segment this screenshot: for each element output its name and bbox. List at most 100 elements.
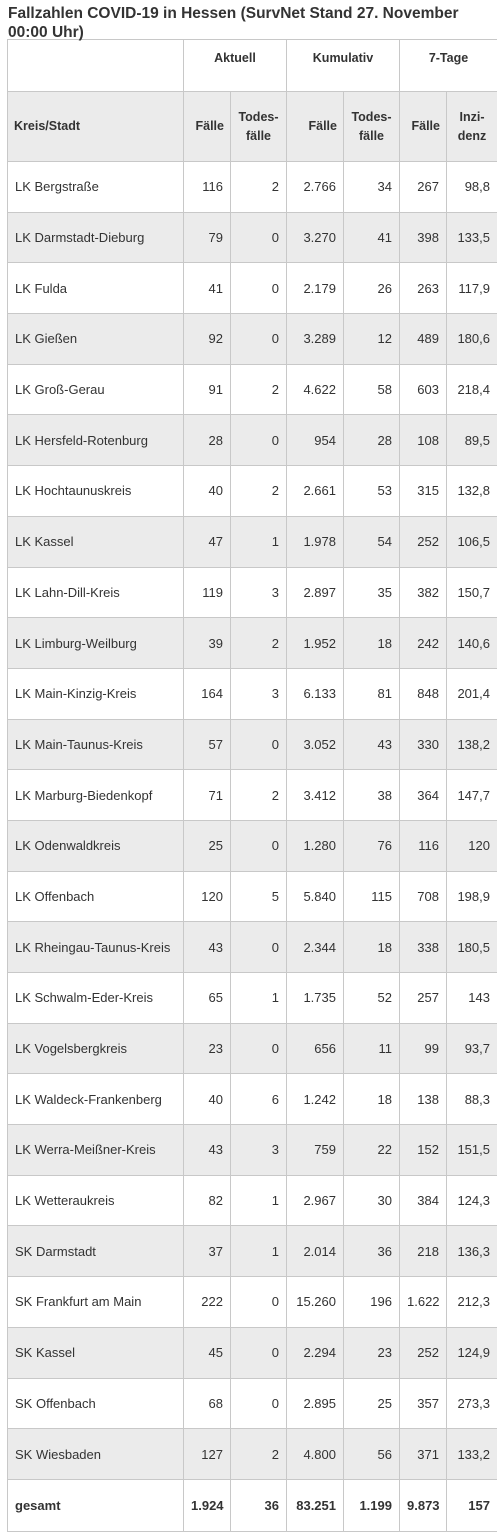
7-tage-faelle-cell: 382 — [399, 566, 447, 619]
column-header-aktuell-faelle: Fälle — [183, 91, 231, 162]
7-tage-faelle-cell: 603 — [399, 363, 447, 416]
aktuell-todesfaelle-cell: 1 — [230, 515, 287, 568]
7-tage-faelle-cell: 108 — [399, 414, 447, 467]
table-row: LK Bergstraße 116 2 2.766 34 267 98,8 — [7, 161, 497, 213]
kreis-stadt-cell: LK Main-Taunus-Kreis — [7, 718, 184, 771]
7-tage-faelle-cell: 218 — [399, 1225, 447, 1278]
aktuell-todesfaelle-cell: 0 — [230, 819, 287, 872]
aktuell-todesfaelle-cell: 5 — [230, 870, 287, 923]
aktuell-todesfaelle-cell: 2 — [230, 363, 287, 416]
7-tage-faelle-cell: 398 — [399, 211, 447, 264]
7-tage-faelle-cell: 252 — [399, 515, 447, 568]
kreis-stadt-cell: LK Odenwaldkreis — [7, 819, 184, 872]
inzidenz-cell: 93,7 — [446, 1022, 497, 1075]
kumulativ-todesfaelle-cell: 196 — [343, 1276, 400, 1328]
kreis-stadt-cell: LK Marburg-Biedenkopf — [7, 769, 184, 821]
kumulativ-todesfaelle-cell: 23 — [343, 1326, 400, 1379]
table-row: LK Rheingau-Taunus-Kreis 43 0 2.344 18 338 180… — [7, 921, 497, 973]
kumulativ-faelle-cell: 4.622 — [286, 363, 344, 416]
inzidenz-cell: 212,3 — [446, 1276, 497, 1328]
inzidenz-cell: 273,3 — [446, 1377, 497, 1430]
kumulativ-todesfaelle-cell: 12 — [343, 313, 400, 365]
kreis-stadt-cell: SK Offenbach — [7, 1377, 184, 1430]
kreis-stadt-cell: LK Main-Kinzig-Kreis — [7, 667, 184, 720]
kreis-stadt-cell: SK Wiesbaden — [7, 1428, 184, 1480]
table-row: LK Vogelsbergkreis 23 0 656 11 99 93,7 — [7, 1022, 497, 1075]
total-7-tage-faelle: 9.873 — [399, 1478, 447, 1532]
7-tage-faelle-cell: 338 — [399, 921, 447, 973]
kreis-stadt-cell: LK Darmstadt-Dieburg — [7, 211, 184, 264]
kumulativ-todesfaelle-cell: 53 — [343, 465, 400, 517]
inzidenz-cell: 143 — [446, 972, 497, 1024]
aktuell-faelle-cell: 79 — [183, 211, 231, 264]
aktuell-faelle-cell: 222 — [183, 1276, 231, 1328]
aktuell-faelle-cell: 25 — [183, 819, 231, 872]
aktuell-todesfaelle-cell: 0 — [230, 262, 287, 315]
kreis-stadt-cell: LK Limburg-Weilburg — [7, 617, 184, 669]
inzidenz-cell: 89,5 — [446, 414, 497, 467]
inzidenz-cell: 180,6 — [446, 313, 497, 365]
table-row: LK Darmstadt-Dieburg 79 0 3.270 41 398 133,5 — [7, 211, 497, 264]
aktuell-todesfaelle-cell: 0 — [230, 921, 287, 973]
inzidenz-cell: 136,3 — [446, 1225, 497, 1278]
inzidenz-cell: 120 — [446, 819, 497, 872]
kreis-stadt-cell: LK Hersfeld-Rotenburg — [7, 414, 184, 467]
group-header-aktuell: Aktuell — [183, 39, 287, 92]
kumulativ-faelle-cell: 3.052 — [286, 718, 344, 771]
aktuell-todesfaelle-cell: 2 — [230, 161, 287, 213]
aktuell-todesfaelle-cell: 0 — [230, 211, 287, 264]
7-tage-faelle-cell: 384 — [399, 1174, 447, 1227]
kreis-stadt-cell: LK Gießen — [7, 313, 184, 365]
kreis-stadt-cell: LK Groß-Gerau — [7, 363, 184, 416]
aktuell-todesfaelle-cell: 0 — [230, 313, 287, 365]
aktuell-todesfaelle-cell: 0 — [230, 1022, 287, 1075]
kumulativ-faelle-cell: 2.895 — [286, 1377, 344, 1430]
inzidenz-cell: 180,5 — [446, 921, 497, 973]
kumulativ-todesfaelle-cell: 76 — [343, 819, 400, 872]
table-body: LK Bergstraße 116 2 2.766 34 267 98,8 LK Darmst… — [7, 161, 497, 1532]
inzidenz-cell: 218,4 — [446, 363, 497, 416]
aktuell-faelle-cell: 43 — [183, 921, 231, 973]
aktuell-faelle-cell: 43 — [183, 1124, 231, 1176]
column-header-row: Kreis/Stadt Fälle Todes-fälle Fälle Tode… — [7, 91, 497, 162]
kumulativ-faelle-cell: 954 — [286, 414, 344, 467]
aktuell-faelle-cell: 116 — [183, 161, 231, 213]
7-tage-faelle-cell: 708 — [399, 870, 447, 923]
kreis-stadt-cell: LK Fulda — [7, 262, 184, 315]
kumulativ-faelle-cell: 1.280 — [286, 819, 344, 872]
kumulativ-faelle-cell: 656 — [286, 1022, 344, 1075]
7-tage-faelle-cell: 116 — [399, 819, 447, 872]
kreis-stadt-cell: LK Offenbach — [7, 870, 184, 923]
aktuell-faelle-cell: 39 — [183, 617, 231, 669]
7-tage-faelle-cell: 263 — [399, 262, 447, 315]
7-tage-faelle-cell: 364 — [399, 769, 447, 821]
column-header-kumulativ-faelle: Fälle — [286, 91, 344, 162]
7-tage-faelle-cell: 489 — [399, 313, 447, 365]
inzidenz-cell: 133,2 — [446, 1428, 497, 1480]
aktuell-todesfaelle-cell: 3 — [230, 566, 287, 619]
table-row: LK Gießen 92 0 3.289 12 489 180,6 — [7, 313, 497, 365]
kumulativ-faelle-cell: 3.270 — [286, 211, 344, 264]
7-tage-faelle-cell: 257 — [399, 972, 447, 1024]
table-row: LK Hochtaunuskreis 40 2 2.661 53 315 132,8 — [7, 465, 497, 517]
kumulativ-todesfaelle-cell: 18 — [343, 617, 400, 669]
7-tage-faelle-cell: 138 — [399, 1073, 447, 1126]
total-kumulativ-todesfaelle: 1.199 — [343, 1478, 400, 1532]
kumulativ-todesfaelle-cell: 54 — [343, 515, 400, 568]
kreis-stadt-cell: LK Bergstraße — [7, 161, 184, 213]
aktuell-todesfaelle-cell: 6 — [230, 1073, 287, 1126]
aktuell-faelle-cell: 68 — [183, 1377, 231, 1430]
7-tage-faelle-cell: 371 — [399, 1428, 447, 1480]
aktuell-faelle-cell: 119 — [183, 566, 231, 619]
column-header-aktuell-todesfaelle: Todes-fälle — [230, 91, 287, 162]
kumulativ-todesfaelle-cell: 43 — [343, 718, 400, 771]
aktuell-faelle-cell: 23 — [183, 1022, 231, 1075]
kumulativ-faelle-cell: 1.242 — [286, 1073, 344, 1126]
total-aktuell-faelle: 1.924 — [183, 1478, 231, 1532]
kreis-stadt-cell: LK Lahn-Dill-Kreis — [7, 566, 184, 619]
aktuell-todesfaelle-cell: 1 — [230, 972, 287, 1024]
inzidenz-cell: 151,5 — [446, 1124, 497, 1176]
inzidenz-cell: 147,7 — [446, 769, 497, 821]
inzidenz-cell: 106,5 — [446, 515, 497, 568]
kumulativ-faelle-cell: 3.412 — [286, 769, 344, 821]
